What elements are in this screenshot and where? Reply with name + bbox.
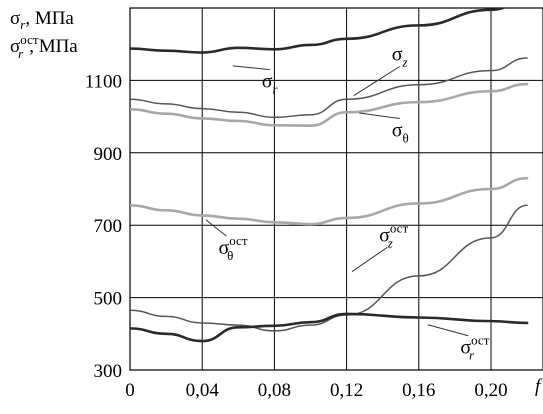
y-tick-label: 900 (94, 144, 123, 165)
y-tick-label: 500 (94, 289, 123, 310)
x-tick-label: 0,16 (402, 380, 435, 401)
series-line-sigma_theta (130, 82, 529, 127)
annotation-label: σост r (460, 333, 489, 363)
annotation-leader (351, 247, 388, 272)
annotation-leader (359, 112, 400, 120)
annotation-label: σθ (392, 120, 409, 146)
annotation-label: σz (392, 43, 408, 69)
annotations: σr σz σθ σост θ σост z σост r (218, 43, 489, 362)
annotation-label: σr (262, 71, 279, 97)
annotation-leader (205, 219, 227, 237)
series-line-sigma_r_ost (130, 312, 529, 343)
annotation-leaders (205, 65, 469, 337)
x-tick-label: 0 (125, 380, 135, 401)
annotation-leader (353, 66, 400, 97)
y-tick-label: 1100 (85, 71, 122, 92)
y-tick-label: 700 (94, 216, 123, 237)
x-tick-labels: 0 0,04 0,08 0,12 0,16 0,20 (125, 380, 507, 401)
annotation-leader (427, 324, 469, 337)
y-axis-label-line: σост r, МПа (10, 32, 78, 61)
x-tick-label: 0,20 (474, 380, 507, 401)
y-axis-label-line: σr, МПа (10, 8, 74, 32)
x-tick-label: 0,04 (186, 380, 220, 401)
annotation-label: σост z (379, 220, 408, 250)
series-line-sigma_theta_ost (130, 176, 529, 226)
x-axis-label: f (535, 376, 543, 397)
plot-frame (129, 7, 543, 371)
series-group (130, 8, 529, 343)
x-tick-label: 0,08 (258, 380, 291, 401)
series-line-sigma_z_ost (130, 204, 528, 332)
y-tick-label: 300 (94, 361, 123, 382)
annotation-leader (232, 65, 270, 71)
series-line-sigma_z (130, 57, 528, 119)
annotation-label: σост θ (218, 233, 247, 263)
series-line-sigma_r (130, 8, 507, 54)
y-tick-labels: 300 500 700 900 1100 (85, 71, 122, 382)
x-tick-label: 0,12 (330, 380, 363, 401)
